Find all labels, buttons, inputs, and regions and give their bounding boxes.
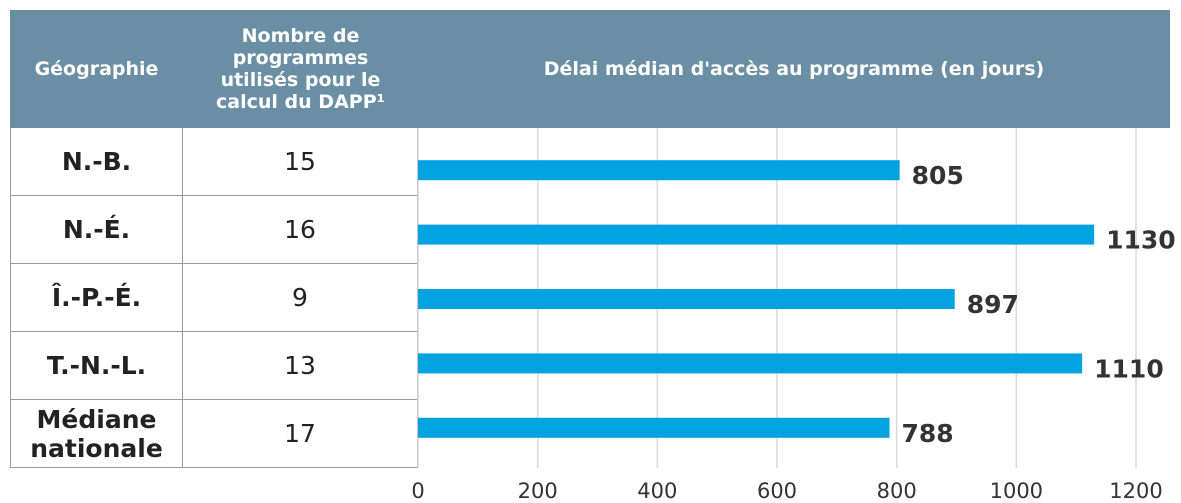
x-tick-label: 200	[518, 479, 558, 503]
value-label: 805	[912, 161, 964, 190]
column-header: Géographie	[34, 58, 159, 80]
bar	[418, 353, 1083, 374]
value-label: 1110	[1094, 354, 1164, 383]
x-tick-label: 1200	[1109, 479, 1162, 503]
value-label: 1130	[1106, 226, 1176, 255]
bar	[418, 417, 890, 438]
geography-cell: Î.-P.-É.	[10, 264, 183, 332]
value-label: 788	[901, 419, 953, 448]
geography-cell: Médiane nationale	[10, 400, 183, 468]
x-tick-label: 800	[877, 479, 917, 503]
x-tick-label: 1000	[990, 479, 1043, 503]
column-header: Nombre de programmes utilisés pour le ca…	[216, 25, 385, 113]
header-band	[10, 10, 1170, 128]
x-tick-label: 400	[637, 479, 677, 503]
bar	[418, 289, 955, 309]
chart-title: Délai médian d'accès au programme (en jo…	[543, 58, 1045, 80]
value-label: 897	[967, 290, 1019, 319]
geography-cell: T.-N.-L.	[10, 332, 183, 400]
program-count-cell: 15	[183, 128, 418, 196]
geography-cell: N.-É.	[10, 196, 183, 264]
x-tick-label: 0	[411, 479, 424, 503]
bar	[418, 160, 900, 181]
geography-cell: N.-B.	[10, 128, 183, 196]
x-tick-label: 600	[757, 479, 797, 503]
bar	[418, 224, 1095, 245]
